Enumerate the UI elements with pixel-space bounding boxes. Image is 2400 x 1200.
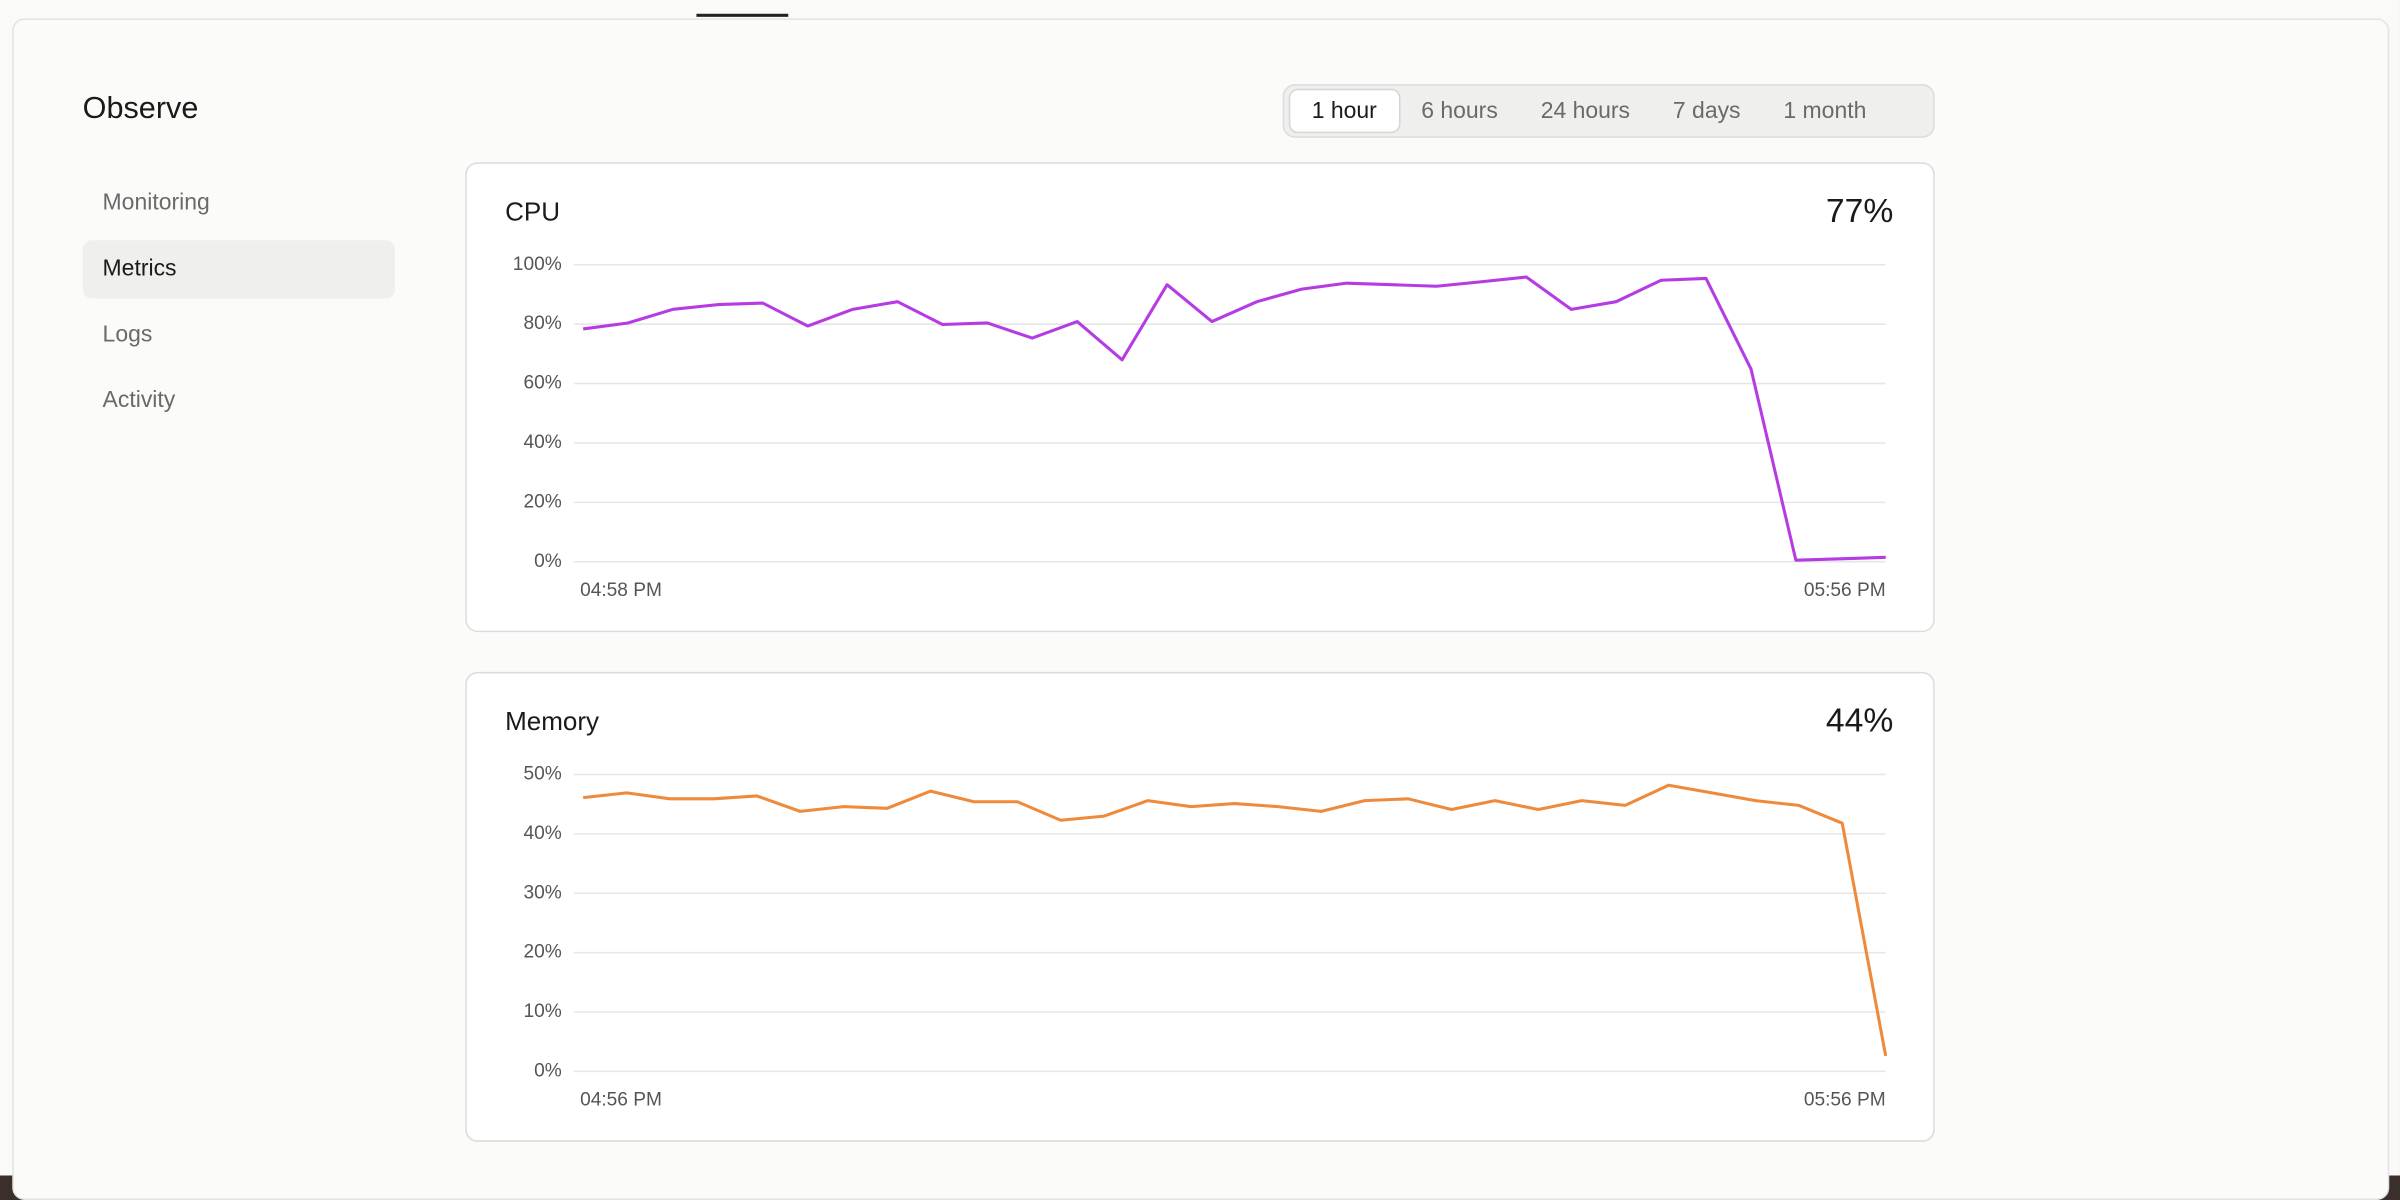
y-tick-label: 100% xyxy=(513,254,562,275)
data-line xyxy=(582,275,1886,562)
current-value: 77% xyxy=(1825,191,1894,230)
y-tick-label: 20% xyxy=(523,491,561,512)
y-tick-label: 30% xyxy=(523,882,561,903)
y-tick-label: 0% xyxy=(534,551,562,572)
tab-indicator xyxy=(696,13,789,17)
x-tick-label: 05:56 PM xyxy=(1804,1090,1886,1111)
nav-item[interactable]: Metrics xyxy=(82,240,395,299)
sidebar-title: Observe xyxy=(82,91,199,126)
range-option[interactable]: 1 hour xyxy=(1288,88,1400,134)
nav-item[interactable]: Logs xyxy=(102,321,153,348)
chart: 0% 20% 40% 60% 80% 100% 04:58 PM 05:56 PM xyxy=(513,254,1886,601)
range-option[interactable]: 24 hours xyxy=(1540,97,1631,124)
y-tick-label: 0% xyxy=(534,1060,562,1081)
chart-card: CPU 77% 0% 20% 40% 60% 80% 100% 04:58 PM 05:56 PM xyxy=(465,162,1935,633)
y-tick-label: 20% xyxy=(523,942,561,963)
chart-card: Memory 44% 0% 10% 20% 30% 40% 50% 04:56 PM 05:56 … xyxy=(465,671,1935,1142)
nav-item[interactable]: Activity xyxy=(102,387,176,414)
y-tick-label: 80% xyxy=(523,313,561,334)
y-tick-label: 60% xyxy=(523,373,561,394)
nav-item[interactable]: Monitoring xyxy=(102,189,210,216)
x-tick-label: 04:56 PM xyxy=(580,1090,662,1111)
range-option[interactable]: 6 hours xyxy=(1421,97,1498,124)
data-line xyxy=(582,783,1888,1057)
chart: 0% 10% 20% 30% 40% 50% 04:56 PM 05:56 PM xyxy=(523,764,1888,1111)
chart-title: CPU xyxy=(505,197,561,227)
chart-title: Memory xyxy=(505,707,600,737)
y-tick-label: 50% xyxy=(523,764,561,785)
time-range: 1 hour 6 hours 24 hours 7 days 1 month xyxy=(1282,84,1935,138)
y-tick-label: 40% xyxy=(523,432,561,453)
x-tick-label: 04:58 PM xyxy=(580,580,662,601)
y-tick-label: 10% xyxy=(523,1001,561,1022)
current-value: 44% xyxy=(1825,701,1894,740)
y-tick-label: 40% xyxy=(523,823,561,844)
range-option[interactable]: 1 month xyxy=(1783,97,1867,124)
range-option[interactable]: 7 days xyxy=(1672,97,1741,124)
x-tick-label: 05:56 PM xyxy=(1804,580,1886,601)
